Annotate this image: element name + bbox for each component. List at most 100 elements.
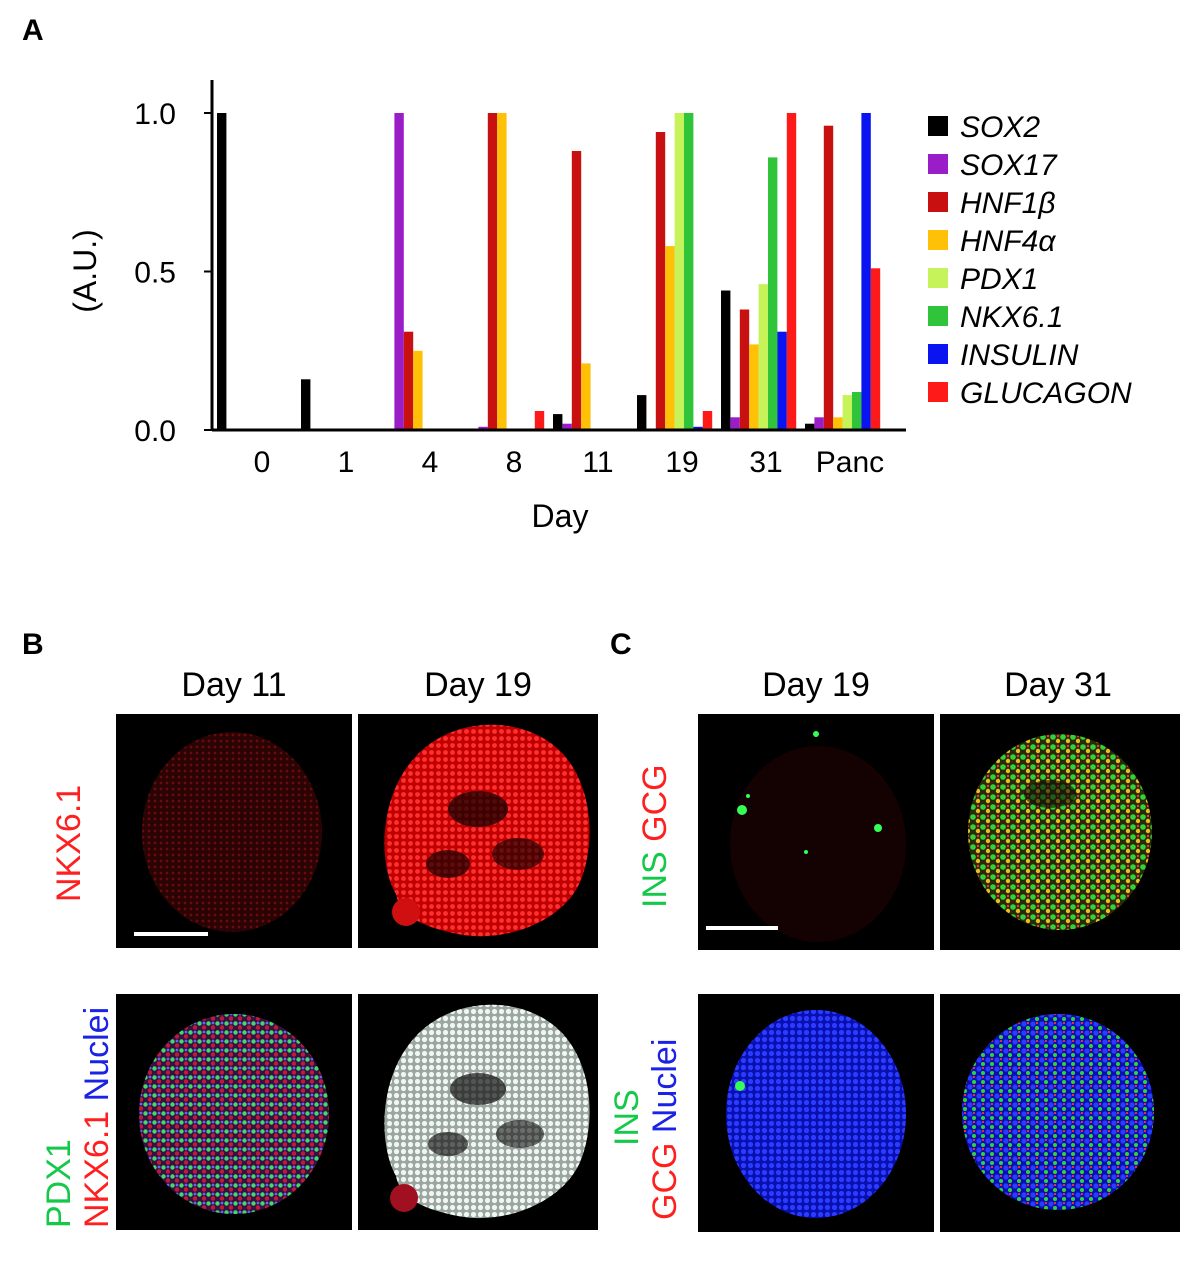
legend-label: SOX17 [960,149,1058,182]
panel-letter-a: A [22,14,44,47]
legend-label: PDX1 [960,263,1038,296]
cell-cluster-image [384,724,590,937]
panel-c-row1-label: INS GCG [636,764,675,908]
bar-hnf1-11 [571,151,582,430]
panel-b-row2-label: PDX1 [40,1139,79,1228]
label-nkx61: NKX6.1 [78,1110,116,1228]
x-axis-label: Day [532,498,589,534]
bar-pdx1-panc [842,395,852,430]
bar-glucagon-19 [702,411,713,430]
bar-sox2-31 [721,290,731,430]
bar-nkx61-31 [768,157,778,430]
legend-label: INSULIN [960,339,1079,372]
bar-insulin-19 [693,426,703,430]
bar-sox2-0 [217,113,227,430]
panel-c-title-day19: Day 19 [762,666,870,704]
micrograph-b-merge-day11 [116,994,352,1230]
bar-hnf1-19 [655,132,666,430]
legend-swatch [928,116,948,136]
label-pdx1: PDX1 [40,1139,78,1228]
legend-label: HNF1β [960,187,1055,220]
cell-cluster-image [730,731,906,942]
bar-hnf4-19 [665,246,675,430]
bar-hnf1-4 [403,331,414,430]
bar-sox2-11 [553,414,563,430]
cell-cluster-image [968,734,1152,930]
bar-hnf1-panc [823,125,834,430]
scale-bar [706,926,778,930]
legend-label: GLUCAGON [960,377,1132,410]
bar-sox2-panc [805,423,815,430]
legend-label: HNF4α [960,225,1056,258]
bar-nkx61-panc [852,392,862,430]
label-ins: INS [636,851,674,908]
bar-hnf4-4 [413,350,423,431]
bar-pdx1-19 [674,113,684,430]
bar-sox2-19 [637,395,647,430]
panel-b-row1-label: NKX6.1 [50,784,88,902]
legend-swatch [928,268,948,288]
bar-sox17-31 [730,417,740,430]
legend-swatch [928,306,948,326]
legend-swatch [928,192,948,212]
x-tick-label: Panc [816,446,884,479]
y-axis-label: (A.U.) [67,229,103,313]
panel-c-row2-label-line2: GCG Nuclei [646,1039,685,1220]
panel-c-title-day31: Day 31 [1004,666,1112,704]
micrograph-c-merge-day31 [940,994,1180,1232]
panel-b-title-day11: Day 11 [181,666,287,704]
bar-sox17-8 [478,426,488,430]
cell-cluster-image [726,1010,906,1218]
label-nuclei: Nuclei [78,1006,116,1102]
label-gcg-2: GCG [646,1142,684,1220]
x-tick-label: 19 [665,446,698,479]
bar-chart: 0.0 0.5 1.0 0 1 4 8 11 19 31 Panc (A.U.) Day SOX2… [67,80,1132,534]
label-nuclei-2: Nuclei [646,1038,684,1134]
micrograph-c-insgcg-day31 [940,714,1180,950]
panel-b-row2-label-line2: NKX6.1 Nuclei [78,1007,117,1228]
x-tick-label: 0 [254,446,271,479]
bar-sox17-11 [562,423,572,430]
x-tick-label: 31 [749,446,782,479]
label-gcg: GCG [636,764,674,842]
bar-hnf4-panc [833,417,843,430]
x-ticks-group: 0 1 4 8 11 19 31 Panc [254,446,885,479]
bar-nkx61-19 [684,113,694,430]
x-tick-label: 4 [422,446,439,479]
y-tick-label: 1.0 [134,98,176,131]
legend-label: SOX2 [960,111,1040,144]
y-tick-label: 0.0 [134,415,176,448]
bar-sox17-4 [394,113,404,430]
legend: SOX2 SOX17 HNF1β HNF4α PDX1 NKX6.1 INSULIN GLUC… [928,111,1132,410]
legend-swatch [928,382,948,402]
label-ins-2: INS [608,1089,646,1146]
legend-swatch [928,154,948,174]
micrograph-b-nkx-day19 [358,714,598,948]
bar-glucagon-31 [786,113,797,430]
y-tick-label: 0.5 [134,257,176,290]
legend-swatch [928,344,948,364]
micrograph-b-merge-day19 [358,994,598,1230]
panel-c-row2-label: INS [608,1089,647,1146]
bar-hnf4-11 [581,363,591,430]
panel-letter-c: C [610,628,632,661]
cell-cluster-image [139,1014,329,1214]
cell-cluster-image [142,732,322,932]
bars-group [217,113,881,431]
legend-swatch [928,230,948,250]
bar-hnf1-8 [487,113,498,430]
bar-insulin-panc [861,113,871,430]
bar-insulin-31 [777,331,787,430]
y-ticks-group: 0.0 0.5 1.0 [134,98,212,448]
panel-letter-b: B [22,628,44,661]
bar-glucagon-panc [870,268,881,430]
cell-cluster-image [384,1004,590,1219]
micrograph-c-insgcg-day19 [698,714,934,950]
micrograph-c-merge-day19 [698,994,934,1232]
x-tick-label: 8 [506,446,523,479]
bar-sox17-panc [814,417,824,430]
bar-hnf4-8 [497,113,507,430]
panel-b-title-day19: Day 19 [424,666,532,704]
cell-cluster-image [962,1014,1154,1210]
x-tick-label: 11 [582,446,613,479]
